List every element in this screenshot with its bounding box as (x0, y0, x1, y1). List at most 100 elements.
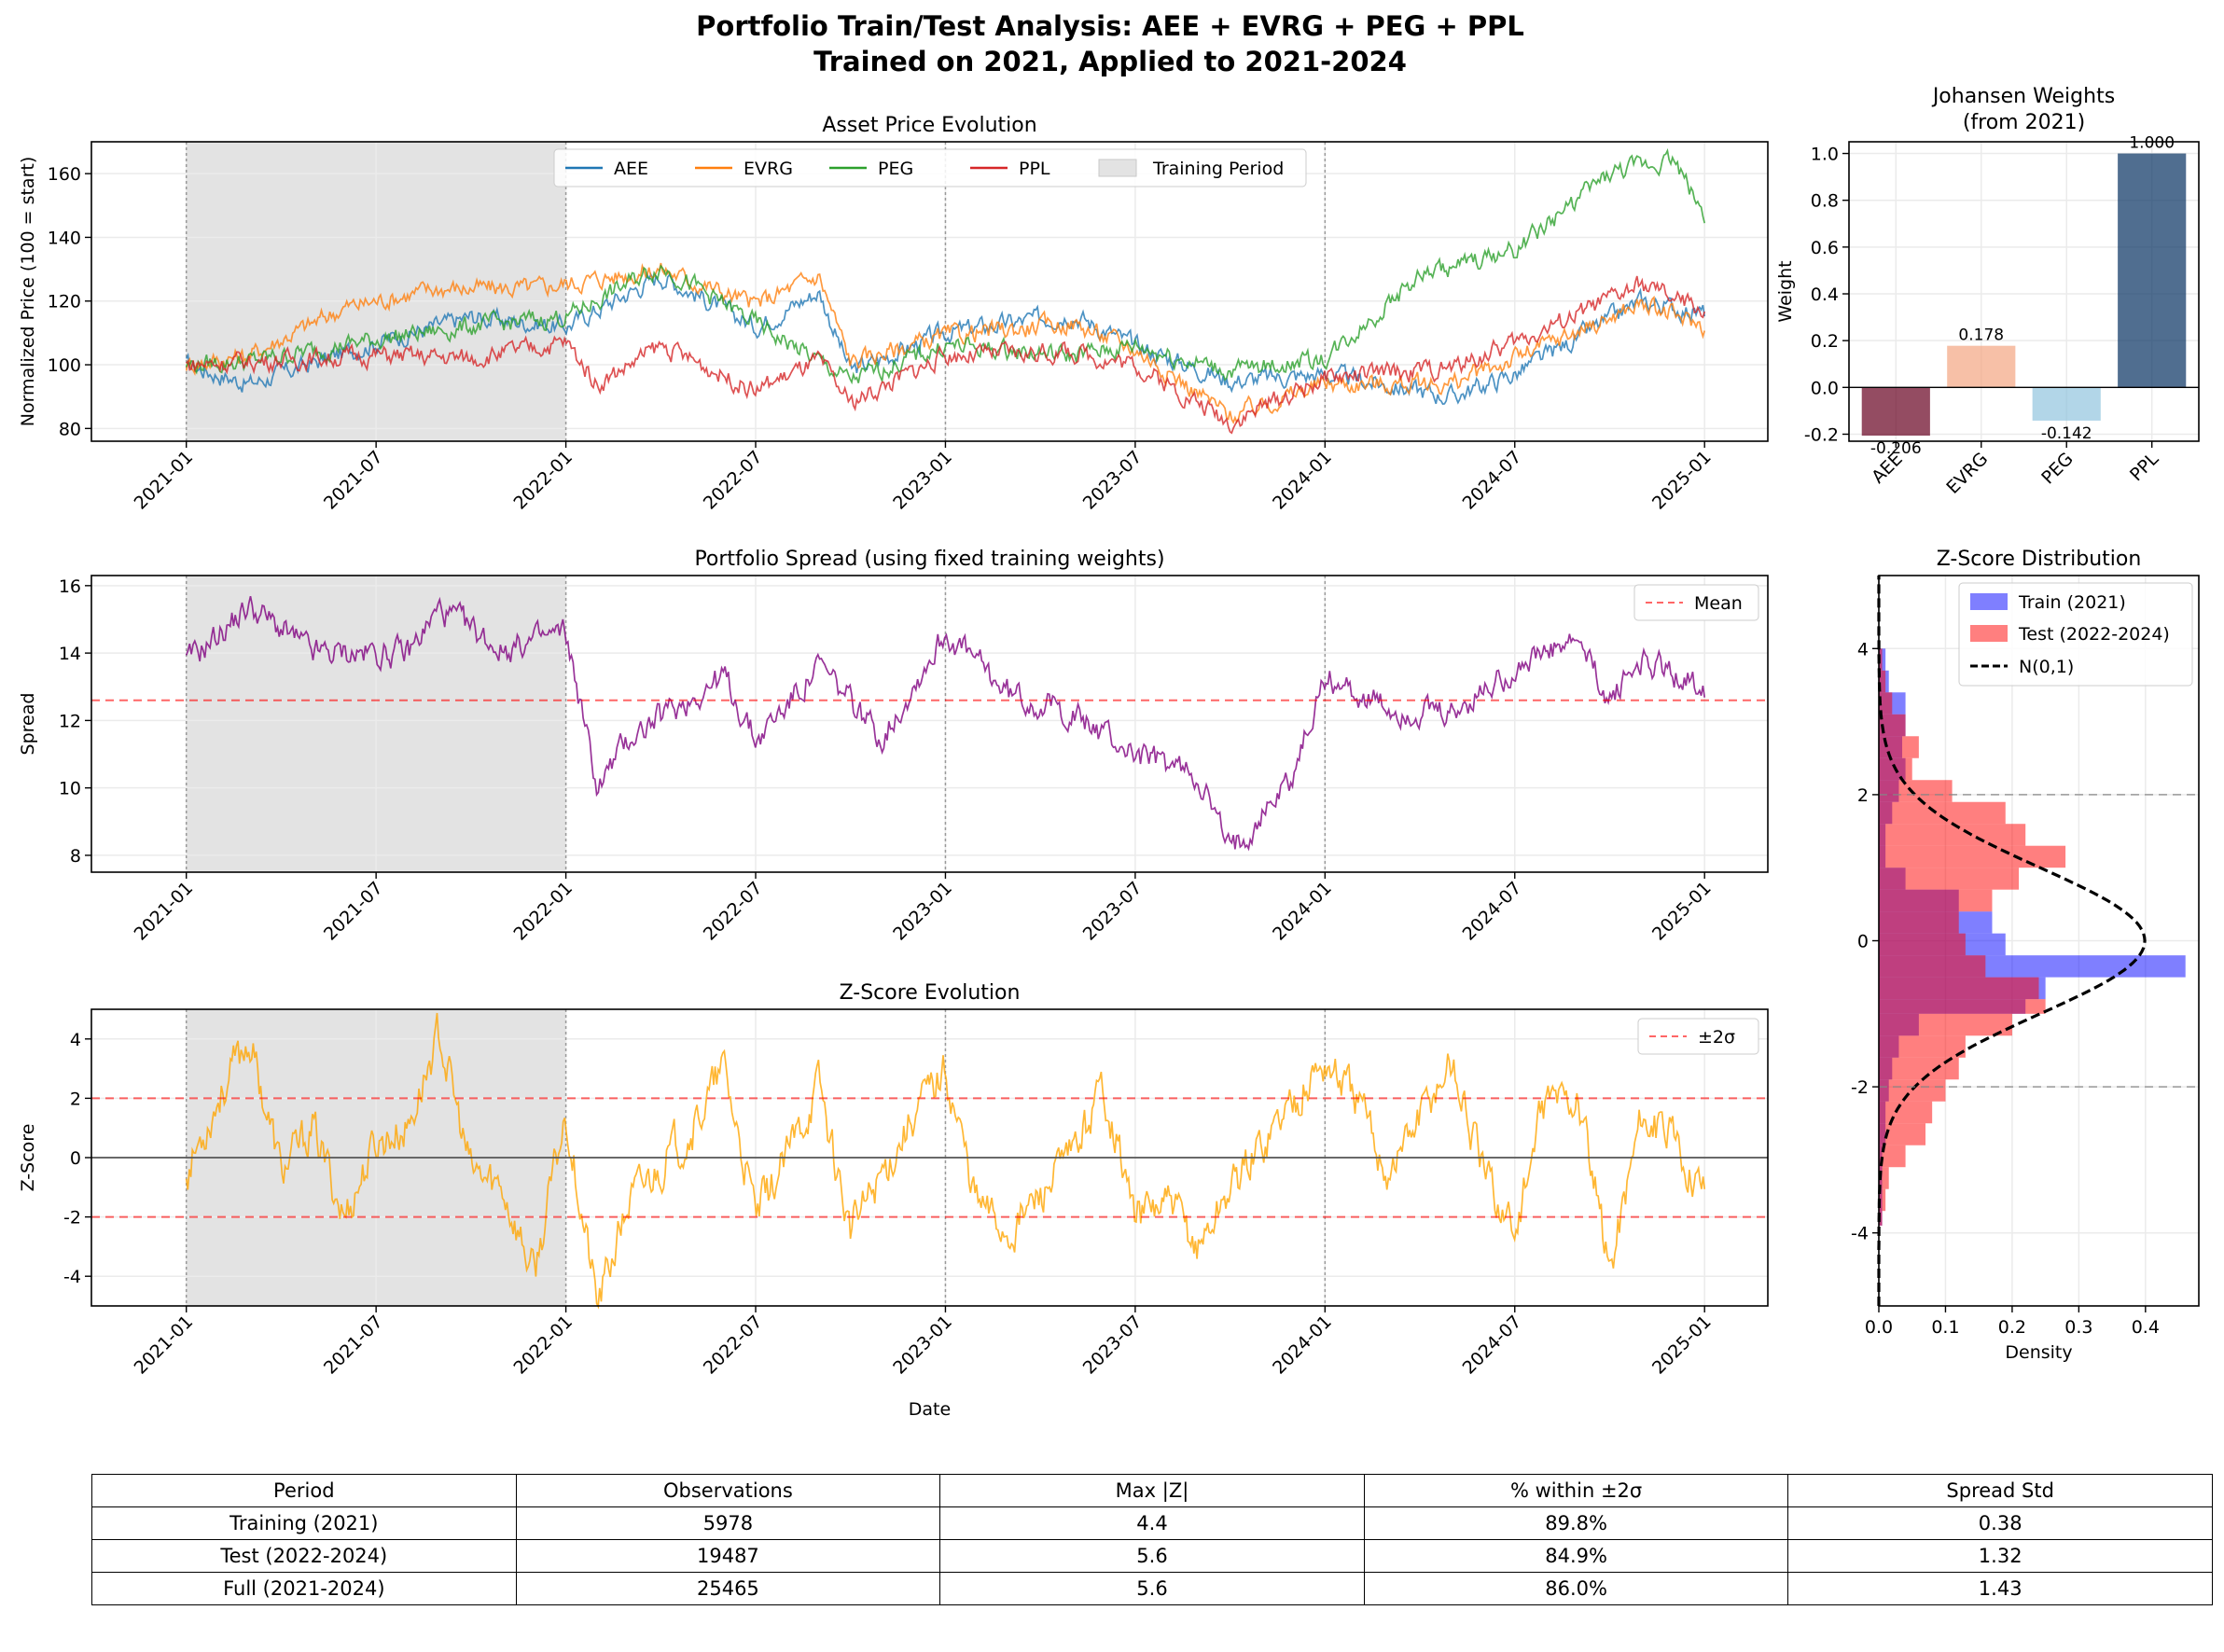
legend-label: AEE (614, 159, 648, 179)
y-tick-label: 140 (48, 228, 81, 248)
y-axis-label: Normalized Price (100 = start) (18, 157, 38, 427)
y-tick-label: 2 (70, 1089, 81, 1109)
x-tick-label: 0.0 (1865, 1317, 1893, 1338)
y-axis-label: Z-Score (18, 1124, 38, 1192)
legend-swatch (1970, 593, 2008, 610)
legend-label: Mean (1694, 593, 1743, 614)
test-histogram-bar (1879, 845, 2066, 868)
plot-frame (90, 141, 1769, 442)
y-tick-label: 120 (48, 292, 81, 312)
plot-frame (1848, 141, 2200, 442)
panel-title: Z-Score Distribution (1937, 548, 2142, 571)
price-line-ppl (186, 275, 1706, 435)
x-tick-label: 2025-01 (1648, 1312, 1716, 1379)
zscore-line (185, 1012, 1706, 1310)
y-tick-label: 0 (70, 1148, 81, 1169)
test-histogram-bar (1879, 933, 1966, 956)
x-tick-label: 2023-01 (889, 447, 956, 514)
train-histogram-bar (1879, 648, 1886, 671)
test-histogram-bar (1879, 1035, 1966, 1058)
y-axis-label: Spread (18, 693, 38, 756)
table-cell: 5.6 (939, 1539, 1365, 1573)
asset-price-chart: Asset Price Evolution 2021-01 2021-07 2022-… (18, 114, 1769, 514)
x-tick-label: 0.1 (1931, 1317, 1959, 1338)
x-tick-label: 2022-07 (700, 447, 767, 514)
table-cell: Training (2021) (91, 1506, 517, 1540)
y-tick-label: 160 (48, 164, 81, 185)
y-tick-label: -2 (63, 1208, 81, 1229)
x-tick-label: 2021-07 (320, 1312, 387, 1379)
x-tick-label: PEG (2037, 449, 2078, 489)
test-histogram-bar (1879, 955, 1986, 978)
table-cell: 5978 (515, 1506, 941, 1540)
x-tick-label: PPL (2126, 449, 2163, 486)
x-tick-label: 2023-07 (1079, 447, 1147, 514)
bar-value-label: 1.000 (2129, 134, 2175, 153)
table-cell: 1.32 (1787, 1539, 2213, 1573)
test-histogram-bar (1879, 1101, 1933, 1124)
x-tick-label: 0.3 (2064, 1317, 2092, 1338)
table-cell: 0.38 (1787, 1506, 2213, 1540)
x-tick-label: 2021-01 (131, 447, 198, 514)
table-header-cell: Period (91, 1474, 517, 1507)
spread-line (185, 596, 1706, 852)
table-cell: 5.6 (939, 1572, 1365, 1605)
x-tick-label: 2021-01 (131, 1312, 198, 1379)
x-tick-label: 2022-07 (700, 1312, 767, 1379)
table-header-cell: Max |Z| (939, 1474, 1365, 1507)
x-tick-label: 2024-07 (1459, 447, 1526, 514)
test-histogram-bar (1879, 1167, 1889, 1189)
x-tick-label: 2022-01 (509, 447, 577, 514)
y-tick-label: 12 (59, 711, 81, 731)
price-line-evrg (185, 262, 1706, 424)
x-tick-label: 2024-01 (1269, 878, 1336, 945)
test-histogram-bar (1879, 1079, 1946, 1102)
x-tick-label: 2021-01 (131, 878, 198, 945)
y-tick-label: 2 (1857, 785, 1869, 806)
price-line-aee (185, 271, 1706, 406)
x-tick-label: 2023-07 (1079, 1312, 1147, 1379)
legend-label: PPL (1019, 159, 1050, 179)
table-cell: Full (2021-2024) (91, 1572, 517, 1605)
y-tick-label: 100 (48, 355, 81, 376)
y-tick-label: 16 (59, 576, 81, 597)
test-histogram-bar (1879, 780, 1953, 802)
portfolio-spread-chart: Portfolio Spread (using fixed training w… (18, 548, 1769, 945)
legend-label: N(0,1) (2019, 657, 2074, 677)
table-row: Test (2022-2024) 19487 5.6 84.9% 1.32 (91, 1539, 2213, 1573)
weight-bar-evrg (1947, 345, 2016, 388)
x-tick-label: 2024-07 (1459, 1312, 1526, 1379)
y-tick-label: 10 (59, 779, 81, 799)
legend-label: EVRG (744, 159, 793, 179)
y-tick-label: 0.6 (1811, 238, 1839, 258)
test-histogram-bar (1879, 824, 2026, 846)
y-tick-label: 0.8 (1811, 191, 1839, 212)
legend-label: Training Period (1152, 159, 1284, 179)
x-tick-label: 2025-01 (1648, 878, 1716, 945)
x-tick-label: 2024-01 (1269, 447, 1336, 514)
legend-label: PEG (878, 159, 913, 179)
figure-title-line1: Portfolio Train/Test Analysis: AEE + EVR… (696, 10, 1524, 42)
x-tick-label: 2023-01 (889, 878, 956, 945)
test-histogram-bar (1879, 999, 2046, 1014)
x-tick-label: 2023-07 (1079, 878, 1147, 945)
y-tick-label: -2 (1851, 1077, 1869, 1098)
table-cell: 1.43 (1787, 1572, 2213, 1605)
plot-frame (90, 575, 1769, 873)
legend-label: Train (2021) (2018, 592, 2126, 613)
table-header-cell: Observations (515, 1474, 941, 1507)
test-histogram-bar (1879, 1123, 1926, 1145)
table-row: Full (2021-2024) 25465 5.6 86.0% 1.43 (91, 1572, 2213, 1605)
x-tick-label: 0.4 (2132, 1317, 2160, 1338)
x-tick-label: 2025-01 (1648, 447, 1716, 514)
test-histogram-bar (1879, 889, 1993, 912)
summary-table: Period Observations Max |Z| % within ±2σ… (91, 1474, 2213, 1605)
test-histogram-bar (1879, 911, 1959, 934)
y-tick-label: -0.2 (1804, 424, 1839, 445)
y-tick-label: -4 (1851, 1224, 1869, 1244)
y-tick-label: 4 (1857, 639, 1869, 659)
x-tick-label: 2024-01 (1269, 1312, 1336, 1379)
legend-box (1958, 582, 2193, 687)
table-cell: 89.8% (1363, 1506, 1789, 1540)
